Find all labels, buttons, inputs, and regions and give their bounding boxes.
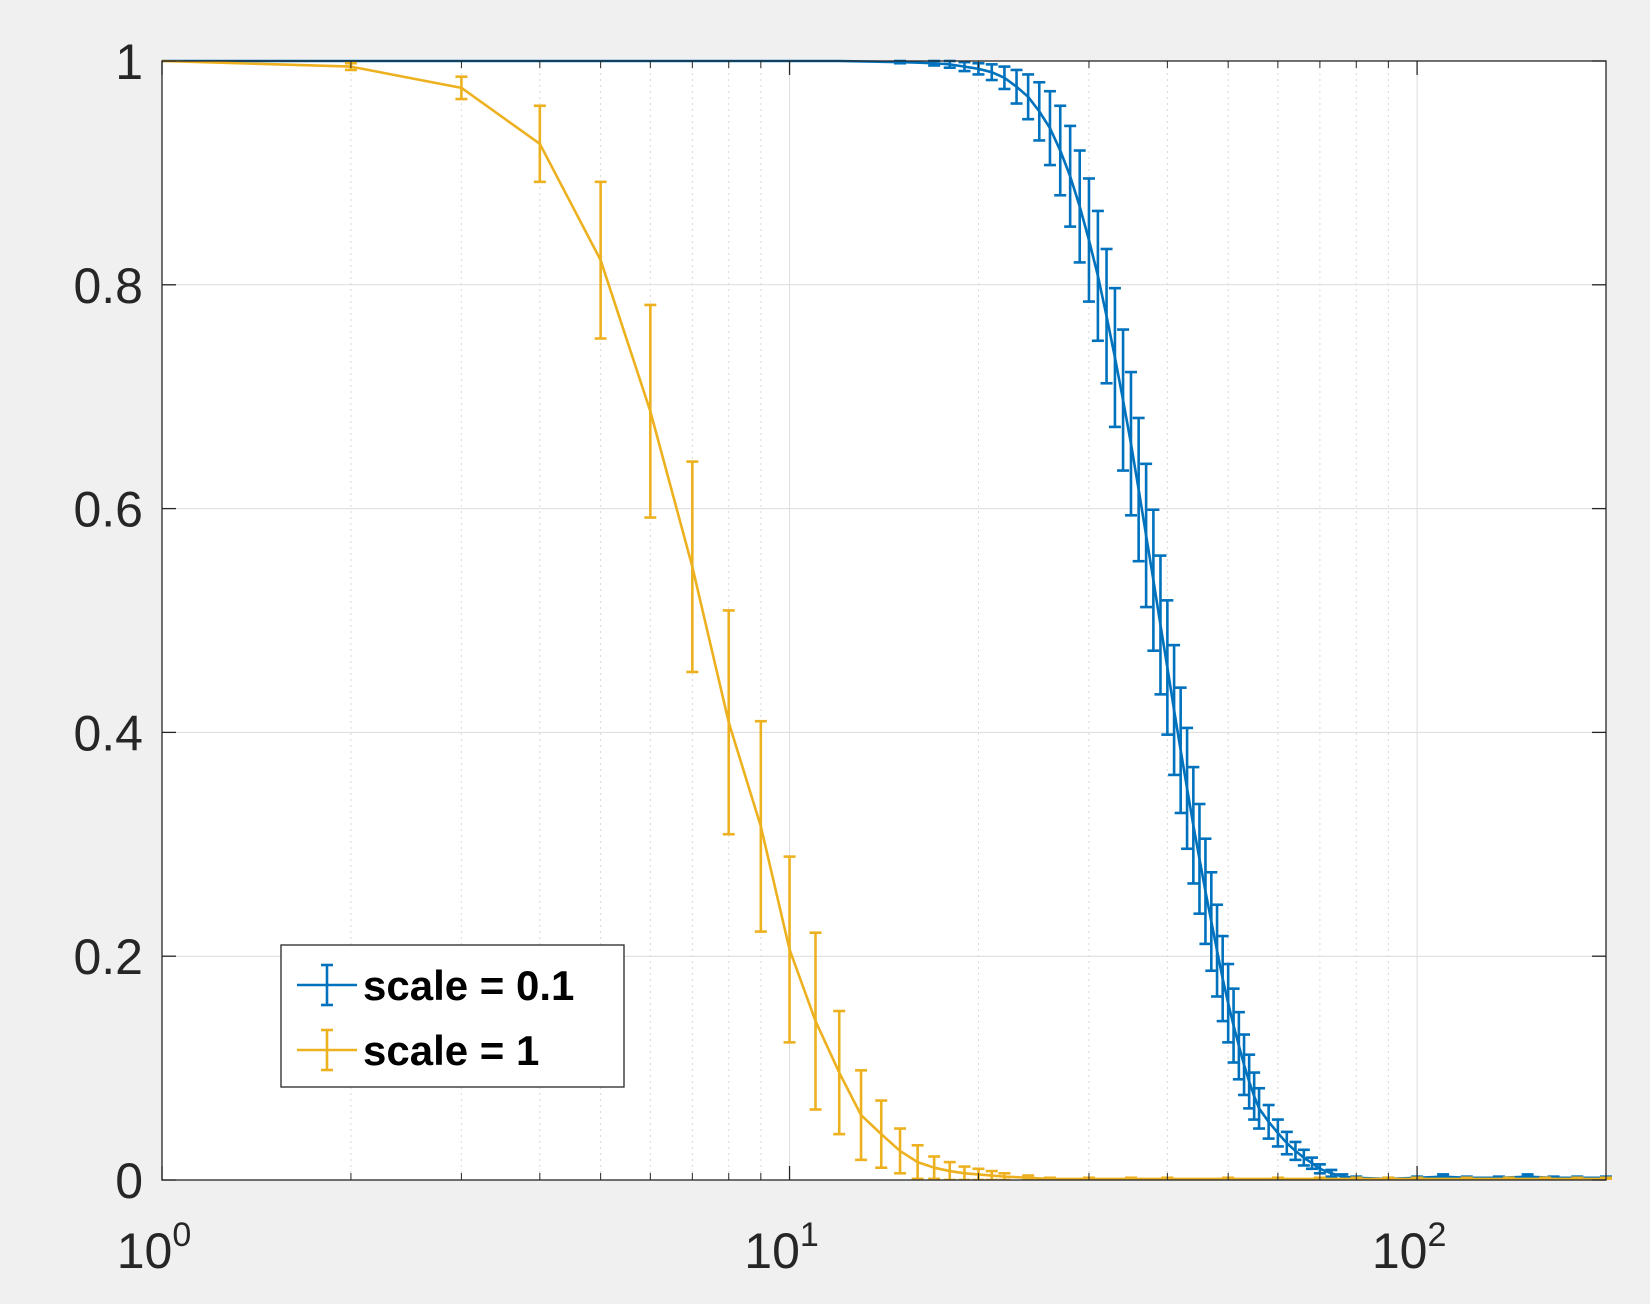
- x-tick-labels: 100 101 102: [117, 1216, 1447, 1279]
- error-bar: [533, 104, 546, 184]
- error-bar: [894, 1127, 907, 1175]
- y-tick-labels: 0 0.2 0.4 0.6 0.8 1: [73, 34, 143, 1209]
- error-bar: [1280, 1130, 1293, 1156]
- error-bar: [1253, 1086, 1266, 1130]
- legend-box: [280, 944, 625, 1088]
- error-bar: [1199, 837, 1212, 946]
- error-bar: [985, 63, 998, 82]
- error-bar: [1147, 508, 1160, 653]
- axes-box: [161, 60, 1607, 1181]
- error-bar: [998, 1171, 1011, 1180]
- error-bar: [644, 303, 657, 519]
- error-bar: [1297, 1148, 1310, 1167]
- error-bar: [1271, 1118, 1284, 1148]
- error-bar: [1043, 89, 1056, 167]
- y-tick-label: 1: [115, 34, 143, 90]
- legend: scale = 0.1 scale = 1: [280, 944, 625, 1088]
- error-bar: [1305, 1156, 1318, 1171]
- error-bar: [1161, 599, 1174, 736]
- error-bar: [958, 1165, 971, 1180]
- y-tick-label: 0.4: [73, 705, 143, 761]
- error-bar: [722, 609, 735, 836]
- error-bar: [754, 719, 767, 933]
- error-bar: [1193, 802, 1206, 915]
- error-bar: [455, 75, 468, 101]
- error-bar: [1108, 286, 1121, 429]
- error-bar: [1174, 686, 1187, 815]
- error-bar: [958, 60, 971, 73]
- error-bar: [1140, 462, 1153, 609]
- error-bar: [783, 855, 796, 1044]
- error-bar: [928, 1155, 941, 1180]
- error-bar: [1022, 1174, 1035, 1180]
- error-bar: [1033, 80, 1046, 142]
- error-bar: [1117, 328, 1130, 472]
- error-bar: [1325, 1168, 1338, 1178]
- error-bar: [686, 460, 699, 674]
- x-tick-label: 101: [744, 1216, 819, 1279]
- error-bar: [1154, 554, 1167, 696]
- error-bar: [1222, 962, 1235, 1044]
- y-tick-label: 0: [115, 1153, 143, 1209]
- error-bar: [1181, 726, 1194, 851]
- legend-label: scale = 1: [363, 1027, 539, 1074]
- error-bar: [1124, 370, 1137, 517]
- axis-ticks: [161, 60, 1606, 1181]
- error-bar: [594, 180, 607, 340]
- error-bar: [1168, 643, 1181, 777]
- error-bar: [1010, 68, 1023, 105]
- error-bar: [1054, 104, 1067, 197]
- error-bar: [1211, 903, 1224, 998]
- series-line: [162, 59, 1606, 1180]
- x-tick-label: 102: [1372, 1216, 1447, 1279]
- error-bar: [1262, 1103, 1275, 1140]
- error-bar: [1064, 124, 1077, 228]
- error-bar: [855, 1069, 868, 1162]
- error-bar: [1091, 209, 1104, 343]
- legend-symbol: [297, 1028, 357, 1072]
- error-bar: [1100, 247, 1113, 385]
- y-tick-label: 0.8: [73, 258, 143, 314]
- error-bar: [833, 1009, 846, 1136]
- legend-label: scale = 0.1: [363, 962, 574, 1009]
- error-bar: [943, 1160, 956, 1180]
- legend-symbol: [297, 963, 357, 1007]
- error-bar: [1082, 177, 1095, 303]
- error-bar: [809, 931, 822, 1111]
- error-bar: [1187, 765, 1200, 885]
- error-bar: [911, 1144, 924, 1180]
- error-bar: [875, 1099, 888, 1169]
- error-bar: [998, 65, 1011, 91]
- x-tick-label: 100: [117, 1216, 192, 1279]
- error-bar: [1073, 149, 1086, 264]
- error-bar: [985, 1169, 998, 1180]
- y-tick-label: 0.6: [73, 482, 143, 538]
- error-bar: [1216, 934, 1229, 1023]
- error-bar: [1205, 870, 1218, 973]
- error-bar: [1022, 73, 1035, 121]
- y-tick-label: 0.2: [73, 929, 143, 985]
- error-bar: [1289, 1140, 1302, 1162]
- error-bar: [1132, 416, 1145, 563]
